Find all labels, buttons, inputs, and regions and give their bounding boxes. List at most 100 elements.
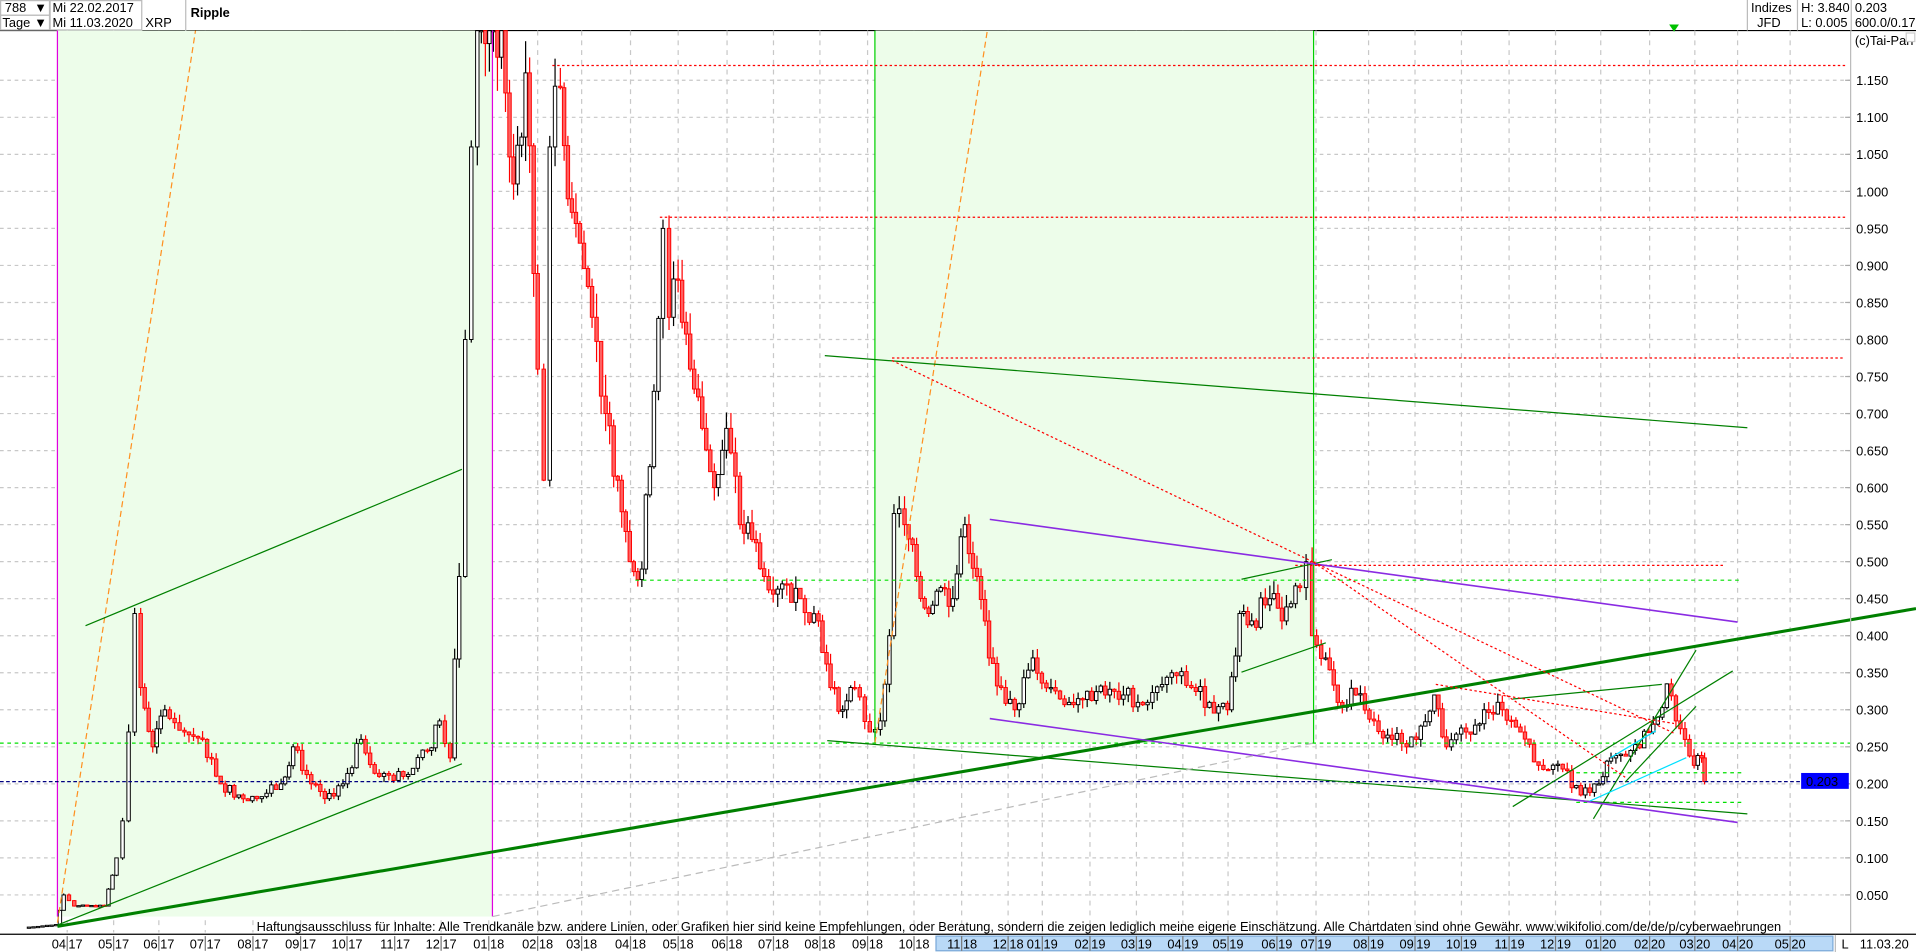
x-tick-label-month: 10 — [1446, 936, 1460, 951]
x-tick-label-month: 02 — [1634, 936, 1648, 951]
candle-body — [1513, 719, 1519, 728]
candle-body — [696, 388, 701, 398]
candle-body — [363, 738, 368, 754]
candle-body — [535, 272, 540, 370]
x-tick-label-month: 05 — [1213, 936, 1227, 951]
candle-body — [1418, 725, 1424, 740]
candle-body — [295, 746, 300, 751]
candle-body — [793, 587, 799, 603]
market-label: Indizes — [1751, 0, 1792, 15]
candle-body — [1107, 688, 1113, 696]
y-tick-label: 0.250 — [1856, 740, 1888, 755]
y-tick-label: 1.150 — [1856, 73, 1888, 88]
candle-body — [76, 905, 81, 908]
candle-body — [1189, 684, 1194, 689]
candle-body — [1427, 710, 1433, 723]
y-axis: 0.050 0.100 0.150 0.200 0.250 0.300 0.350 0.400… — [1845, 73, 1888, 903]
candle-body — [146, 707, 151, 732]
candle-body — [558, 85, 563, 89]
instrument-name: Ripple — [191, 5, 230, 20]
candle-body — [1007, 698, 1013, 704]
x-tick-label-year: 20 — [1791, 936, 1805, 951]
candle-body — [679, 279, 685, 323]
candle-body — [1094, 691, 1099, 701]
candle-body — [106, 888, 111, 907]
count-select[interactable]: 788 ▼ — [0, 0, 51, 16]
candle-body — [1012, 698, 1017, 711]
candle-body — [80, 904, 86, 907]
candle-body — [1021, 677, 1026, 705]
trend-channel-line — [827, 739, 1748, 815]
candle-body — [1179, 671, 1184, 677]
x-tick-label-month: 01 — [1585, 936, 1599, 951]
candle-body — [304, 769, 309, 776]
candle-body — [766, 575, 771, 591]
x-tick-label-year: 19 — [1317, 936, 1331, 951]
candle-body — [1263, 597, 1268, 606]
candle-body — [1440, 708, 1445, 738]
y-tick-label: 0.900 — [1856, 258, 1888, 273]
copyright-label: (c)Tai-Pan — [1855, 33, 1913, 48]
end-date-field[interactable]: Mi 11.03.2020 — [53, 15, 133, 30]
candle-body — [483, 30, 488, 45]
candle-body — [245, 798, 251, 802]
count-select-value: 788 — [5, 0, 26, 15]
candle-body — [962, 524, 968, 538]
candle-body — [906, 524, 911, 540]
last-price: 0.203 — [1855, 0, 1887, 15]
x-tick-label-month: 08 — [237, 936, 251, 951]
trend-channel-line — [1592, 649, 1697, 820]
candle-body — [728, 427, 734, 454]
x-tick-label-year: 19 — [1138, 936, 1152, 951]
candle-body — [1423, 721, 1428, 727]
candle-body — [499, 30, 504, 58]
candle-body — [437, 720, 442, 726]
x-tick-label-year: 19 — [1416, 936, 1430, 951]
candle-body — [309, 774, 314, 785]
x-tick-label-year: 18 — [632, 936, 646, 951]
y-tick-label: 0.100 — [1856, 851, 1888, 866]
candle-body — [327, 792, 332, 800]
candle-body — [250, 795, 255, 802]
period-select[interactable]: Tage ▼ — [0, 14, 51, 31]
candle-body — [354, 742, 359, 769]
x-tick-label-month: 05 — [1775, 936, 1789, 951]
candle-body — [1600, 776, 1606, 785]
candle-body — [910, 538, 915, 546]
candle-body — [420, 749, 425, 759]
candle-body — [1371, 718, 1377, 722]
x-tick-label-year: 19 — [1463, 936, 1477, 951]
candle-body — [619, 479, 624, 513]
period-select-value: Tage — [2, 15, 30, 30]
candle-body — [878, 720, 883, 730]
candle-body — [1541, 764, 1546, 770]
x-tick-label-year: 18 — [775, 936, 789, 951]
candle-body — [1035, 657, 1040, 674]
candle-body — [577, 223, 583, 244]
candle-body — [1075, 698, 1081, 706]
x-tick-label-month: 12 — [993, 936, 1007, 951]
purple-channel-line — [989, 717, 1738, 824]
candle-body — [1583, 787, 1588, 796]
fibonacci-fan-line — [56, 30, 197, 923]
candle-body — [1596, 783, 1602, 786]
x-tick-label-year: 17 — [442, 936, 456, 951]
x-tick-label-year: 17 — [160, 936, 174, 951]
candle-body — [852, 687, 857, 690]
candle-body — [882, 683, 888, 722]
candle-body — [1237, 613, 1242, 657]
scale-mode-button[interactable]: L — [1841, 936, 1848, 951]
collapse-button[interactable] — [1905, 32, 1916, 43]
resistance-line — [1435, 683, 1675, 725]
candle-body — [1358, 693, 1363, 696]
candle-body — [391, 774, 396, 781]
start-date-field[interactable]: Mi 22.02.2017 — [53, 0, 134, 15]
y-tick-label: 0.600 — [1856, 480, 1888, 495]
time-range-highlight[interactable] — [935, 935, 1834, 952]
candle-body — [891, 513, 897, 637]
symbol-label: XRP — [145, 15, 171, 30]
candle-body — [802, 598, 808, 614]
candle-body — [200, 737, 205, 740]
x-tick-label-month: 04 — [52, 936, 66, 951]
candle-body — [623, 511, 628, 532]
